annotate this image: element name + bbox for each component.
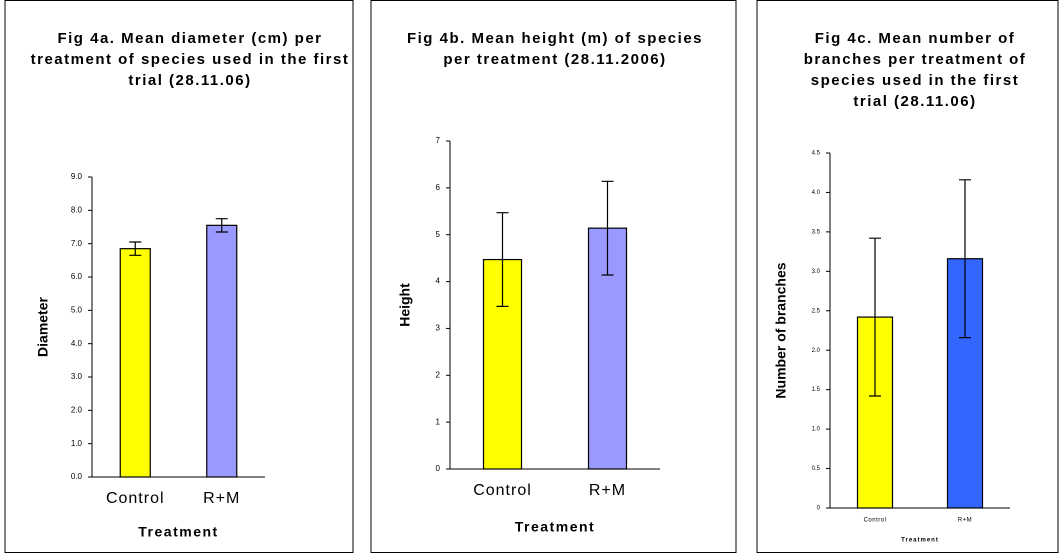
x-tick-label: R+M [589,482,626,499]
x-tick-label: Control [106,490,165,507]
y-tick-label: 5 [436,230,441,239]
y-tick-label: 0 [817,506,821,512]
x-tick-label: R+M [203,490,240,507]
y-tick-label: 0.5 [812,466,821,472]
bar [119,248,151,478]
y-tick-label: 4.5 [812,151,821,157]
y-tick-label: 4.0 [71,339,83,348]
y-tick-label: 3 [436,324,441,333]
y-tick-label: 4 [436,277,441,286]
error-bar [959,179,971,339]
y-tick-label: 2.0 [812,348,821,354]
bar [482,258,523,470]
y-axis-title: Number of branches [773,262,789,398]
y-tick-label: 3.0 [812,269,821,275]
y-tick-label: 2.5 [812,308,821,314]
y-tick-label: 3.5 [812,229,821,235]
error-bar [869,237,881,397]
bar [206,224,238,478]
x-tick-label: Control [473,482,532,499]
y-tick-label: 3.0 [71,372,83,381]
y-axis-title: Diameter [35,296,51,356]
y-tick-label: 2.0 [71,405,83,414]
error-bar [496,212,509,308]
panel-border [756,0,1059,553]
x-tick-label: Control [864,518,887,524]
y-tick-label: 1.5 [812,387,821,393]
x-axis-title: Treatment [515,519,595,535]
error-bar [129,241,142,256]
x-axis-title: Treatment [901,538,939,544]
y-tick-label: 0 [436,464,441,473]
y-tick-label: 2 [436,370,441,379]
y-tick-label: 7 [436,136,441,145]
chart-title: Fig 4c. Mean number of branches per trea… [803,30,1027,110]
chart-title: Fig 4a. Mean diameter (cm) per treatment… [30,30,350,89]
x-tick-label: R+M [958,518,972,524]
y-tick-label: 6.0 [71,272,83,281]
y-tick-label: 9.0 [71,172,83,181]
panel-border [4,0,354,553]
y-tick-label: 6 [436,183,441,192]
y-tick-label: 8.0 [71,205,83,214]
y-tick-label: 1.0 [812,427,821,433]
y-axis-title: Height [397,283,413,327]
error-bar [601,180,614,276]
error-bar [215,218,228,233]
panel-border [370,0,737,553]
x-axis-title: Treatment [138,524,218,540]
y-tick-label: 7.0 [71,239,83,248]
y-tick-label: 1.0 [71,439,83,448]
y-tick-label: 1 [436,417,441,426]
chart-title: Fig 4b. Mean height (m) of species per t… [406,30,704,68]
y-tick-label: 4.0 [812,190,821,196]
y-tick-label: 5.0 [71,305,83,314]
y-tick-label: 0.0 [71,472,83,481]
